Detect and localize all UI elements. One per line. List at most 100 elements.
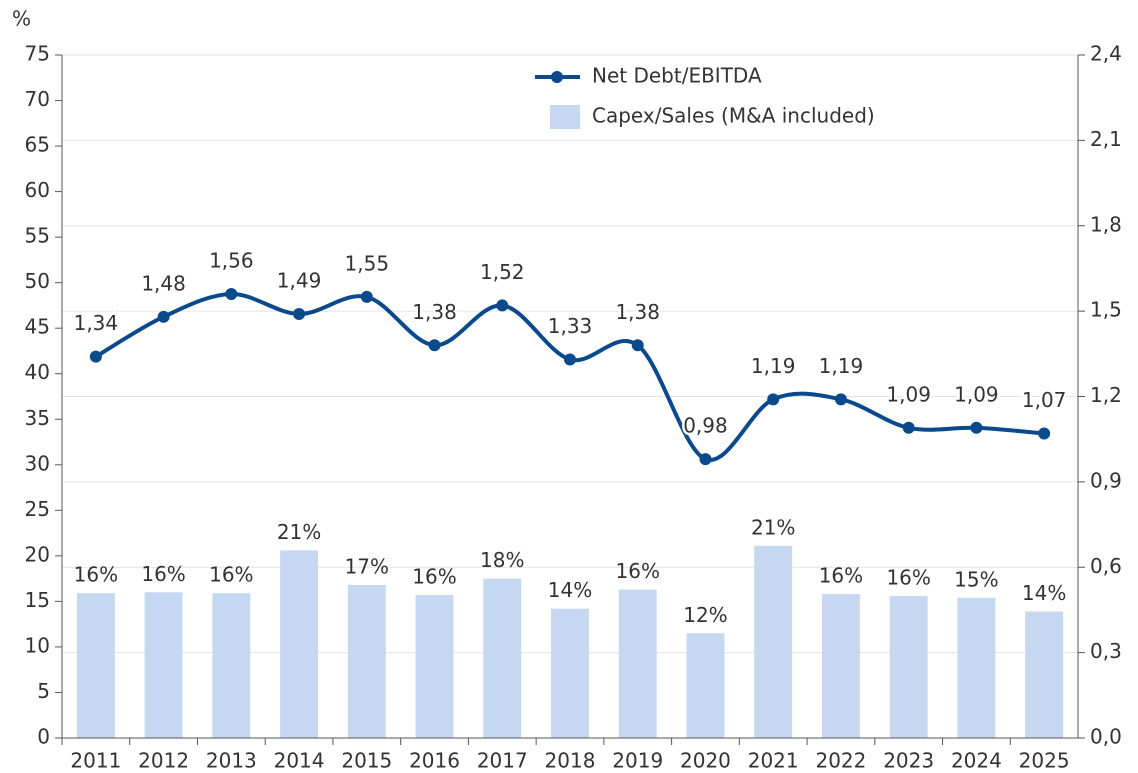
line-marker [631,339,644,352]
bar [618,589,657,738]
bar-value-label: 16% [819,564,863,588]
line-marker [360,290,373,303]
bar-value-label: 14% [548,578,592,602]
bar [212,593,251,738]
x-tick-label: 2014 [274,749,325,773]
line-value-label: 1,38 [615,300,660,324]
legend-marker [551,71,563,83]
line-marker [89,350,102,363]
x-tick-label: 2021 [748,749,799,773]
line-marker [970,421,983,434]
y-tick-label: 30 [25,451,50,475]
y2-tick-label: 0,3 [1090,639,1122,663]
bar-value-label: 21% [277,520,321,544]
bar [957,597,996,738]
line-value-label: 1,48 [141,271,186,295]
y2-tick-label: 1,5 [1090,298,1122,322]
line-marker [564,353,576,366]
y-tick-label: 70 [25,87,50,111]
line-value-label: 1,56 [209,249,254,273]
line-value-label: 1,09 [954,382,999,406]
y-tick-label: 75 [25,42,50,66]
line-marker [293,307,306,320]
bar [76,593,115,738]
y2-tick-label: 0,0 [1090,725,1122,749]
bar-value-label: 16% [886,565,930,589]
bar-value-label: 17% [345,555,389,579]
y-tick-label: 10 [25,633,50,657]
line-value-label: 0,98 [683,414,728,438]
y-tick-label: 50 [25,269,50,293]
bar [889,595,928,738]
line-marker [767,393,780,406]
y-tick-label: 5 [37,679,50,703]
line-value-label: 1,55 [345,251,390,275]
y2-tick-label: 2,4 [1090,42,1122,66]
line-marker [225,288,238,301]
line-marker [1038,427,1051,440]
bar-value-label: 16% [141,562,185,586]
legend-swatch [550,105,580,129]
y-tick-label: 0 [37,725,50,749]
x-tick-label: 2017 [477,749,528,773]
bar-value-label: 16% [616,559,660,583]
bar-value-label: 16% [74,563,118,587]
y2-tick-label: 1,2 [1090,383,1122,407]
y-tick-label: 15 [25,588,50,612]
line-value-label: 1,19 [819,354,864,378]
y-tick-label: 45 [25,315,50,339]
bar [686,633,725,738]
bar [1025,611,1064,738]
bar [144,592,183,738]
bar [347,585,386,738]
line-marker [902,421,915,434]
x-tick-label: 2015 [341,749,392,773]
bar [280,550,319,738]
x-tick-label: 2013 [206,749,257,773]
bar [754,545,793,738]
x-tick-label: 2025 [1019,749,1070,773]
line-value-label: 1,33 [548,314,593,338]
bar-value-label: 14% [1022,581,1066,605]
line-marker [699,453,712,466]
line-value-label: 1,19 [751,354,796,378]
x-tick-label: 2022 [815,749,866,773]
bar-value-label: 18% [480,548,524,572]
y-tick-label: 65 [25,133,50,157]
x-tick-label: 2020 [680,749,731,773]
line-value-label: 1,52 [480,260,525,284]
y-tick-label: 40 [25,360,50,384]
line-value-label: 1,07 [1022,388,1067,412]
line-marker [496,299,509,312]
y-tick-label: 60 [25,178,50,202]
x-tick-label: 2024 [951,749,1002,773]
line-value-label: 1,38 [412,300,457,324]
y-tick-label: 55 [25,224,50,248]
line-marker [428,339,441,352]
x-tick-label: 2023 [883,749,934,773]
x-tick-label: 2019 [612,749,663,773]
y-axis-label: % [12,7,31,31]
bar-value-label: 12% [683,603,727,627]
line-marker [834,393,847,406]
bar-value-label: 16% [412,565,456,589]
y2-tick-label: 0,9 [1090,468,1122,492]
y-tick-label: 35 [25,406,50,430]
line-value-label: 1,09 [886,382,931,406]
y2-tick-label: 2,1 [1090,127,1122,151]
legend-label: Net Debt/EBITDA [592,64,762,88]
y2-tick-label: 1,8 [1090,212,1122,236]
line-value-label: 1,49 [277,268,322,292]
y-tick-label: 20 [25,542,50,566]
y-tick-label: 25 [25,497,50,521]
bar-value-label: 21% [751,515,795,539]
x-tick-label: 2018 [545,749,596,773]
x-tick-label: 2016 [409,749,460,773]
x-tick-label: 2012 [138,749,189,773]
x-tick-label: 2011 [70,749,121,773]
y2-tick-label: 0,6 [1090,554,1122,578]
legend-label: Capex/Sales (M&A included) [592,104,875,128]
bar [483,578,522,738]
bar [551,608,589,738]
